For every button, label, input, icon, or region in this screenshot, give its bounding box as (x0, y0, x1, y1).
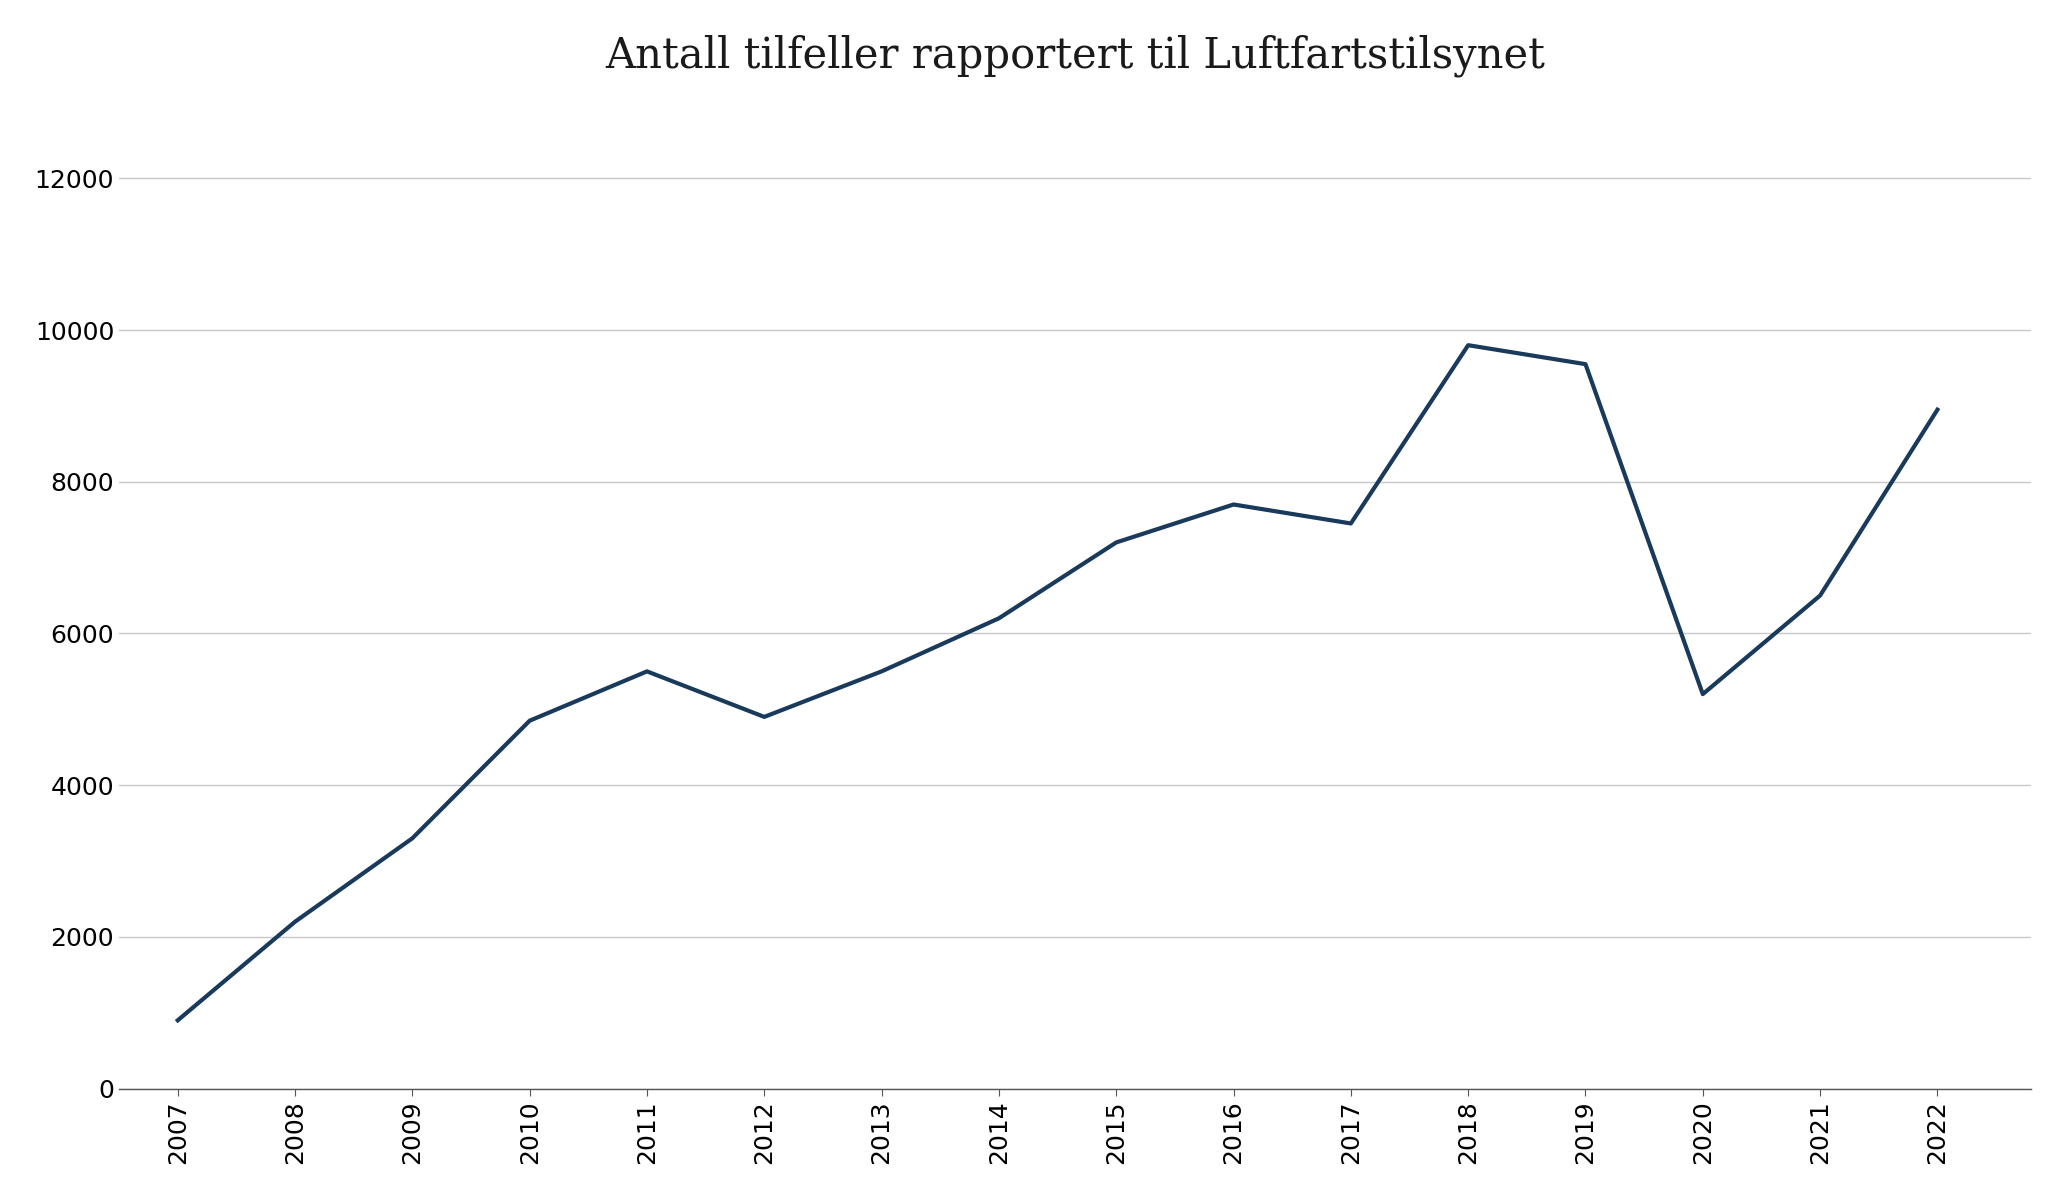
Title: Antall tilfeller rapportert til Luftfartstilsynet: Antall tilfeller rapportert til Luftfart… (605, 35, 1545, 77)
